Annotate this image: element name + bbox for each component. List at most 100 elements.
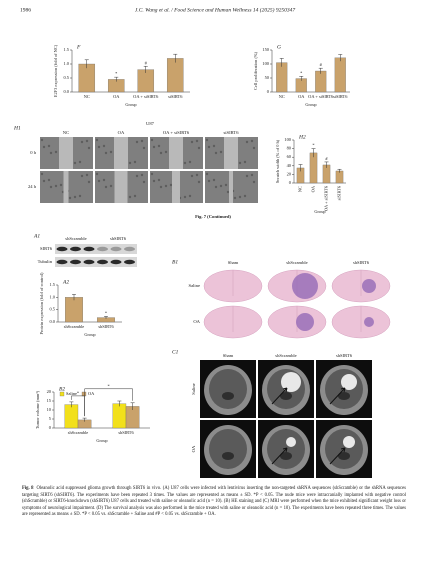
- bar: [335, 170, 344, 184]
- cell-texture: [188, 160, 192, 164]
- column-label: siSIRT6: [223, 130, 239, 135]
- blot-band: [110, 246, 122, 252]
- cell-texture: [157, 144, 161, 148]
- y-axis-label: E2F3 expression (fold of NC): [53, 44, 58, 97]
- cell-texture: [42, 179, 46, 183]
- significance-label: *: [77, 390, 79, 395]
- cell-texture: [252, 146, 256, 150]
- tumor: [296, 313, 314, 331]
- cell-texture: [212, 144, 216, 148]
- scratch-gap: [59, 137, 73, 169]
- significance-label: #: [145, 60, 148, 65]
- cell-texture: [197, 180, 201, 184]
- cell-texture: [183, 195, 187, 199]
- cell-texture: [49, 185, 53, 189]
- cell-texture: [135, 140, 139, 144]
- cell-texture: [157, 178, 161, 182]
- panel-label: G: [277, 44, 281, 50]
- cell-texture: [207, 179, 211, 183]
- x-tick-label: OA + siSIRT6: [324, 185, 329, 211]
- cell-texture: [150, 172, 154, 176]
- cell-texture: [142, 146, 146, 150]
- blot-band: [83, 246, 95, 252]
- column-label: shSIRT6: [110, 236, 127, 241]
- x-tick-label: siSIRT6: [333, 94, 348, 99]
- cell-texture: [80, 140, 84, 144]
- x-tick-label: OA + siSIRT6: [308, 94, 334, 99]
- y-tick-label: 0.0: [64, 89, 70, 94]
- cell-texture: [233, 196, 237, 200]
- cell-texture: [152, 179, 156, 183]
- cell-texture: [152, 145, 156, 149]
- caption-label: Fig. 8: [22, 486, 34, 491]
- column-label: shSIRT6: [353, 260, 370, 265]
- cell-texture: [95, 138, 99, 142]
- row-label: Saline: [189, 283, 200, 288]
- ventricle: [280, 392, 292, 400]
- blot-membrane: [55, 244, 137, 254]
- blot-band: [70, 259, 81, 265]
- y-tick-label: 60: [287, 154, 292, 159]
- significance-label: *: [300, 70, 302, 75]
- cell-texture: [183, 161, 187, 165]
- cell-texture: [195, 139, 199, 143]
- cell-texture: [109, 150, 113, 154]
- cell-texture: [159, 185, 163, 189]
- scratch-gap: [114, 171, 128, 203]
- tumor: [341, 374, 357, 390]
- x-tick-label: shScramble: [64, 324, 85, 329]
- y-tick-label: 5: [49, 416, 52, 421]
- column-label: shScramble: [286, 260, 307, 265]
- x-tick-label: shSIRT6: [118, 430, 134, 435]
- cell-texture: [190, 140, 194, 144]
- row-label: SIRT6: [40, 246, 53, 251]
- y-tick-label: 1.5: [64, 47, 70, 52]
- cell-texture: [80, 174, 84, 178]
- panel-label: B2: [59, 386, 65, 392]
- y-tick-label: 80: [287, 146, 292, 151]
- y-axis-label: Tumor volume (mm³): [35, 390, 40, 429]
- cell-texture: [104, 185, 108, 189]
- cell-texture: [245, 140, 249, 144]
- tumor: [292, 273, 318, 299]
- ventricle: [338, 452, 350, 460]
- cell-texture: [95, 172, 99, 176]
- x-tick-label: shScramble: [68, 430, 89, 435]
- x-tick-label: siSIRT6: [168, 94, 183, 99]
- panel-label: A1: [33, 233, 40, 239]
- cell-texture: [250, 173, 254, 177]
- y-axis-label: Cell proliferation (%): [253, 51, 258, 90]
- cell-texture: [54, 150, 58, 154]
- column-label: Sham: [223, 353, 234, 358]
- y-tick-label: 0.0: [50, 319, 56, 324]
- cell-texture: [47, 144, 51, 148]
- x-tick-label: OA: [311, 185, 316, 192]
- cell-texture: [226, 190, 230, 194]
- y-tick-label: 100: [262, 61, 269, 66]
- x-tick-label: OA: [113, 94, 120, 99]
- brain: [209, 369, 247, 409]
- cell-texture: [140, 173, 144, 177]
- cell-texture: [73, 195, 77, 199]
- tumor: [362, 279, 376, 293]
- tumor: [281, 372, 301, 392]
- caption-text: Oleanolic acid suppressed glioma growth …: [22, 486, 406, 518]
- y-tick-label: 1.5: [50, 282, 56, 287]
- cell-texture: [54, 184, 58, 188]
- figure-caption: Fig. 8 Oleanolic acid suppressed glioma g…: [22, 486, 406, 519]
- cell-texture: [190, 174, 194, 178]
- bar: [166, 58, 184, 93]
- cell-texture: [47, 178, 51, 182]
- y-tick-label: 0.5: [64, 75, 70, 80]
- arrow: [271, 387, 288, 405]
- x-tick-label: OA + siSIRT6: [133, 94, 159, 99]
- y-tick-label: 100: [284, 137, 291, 142]
- cell-texture: [104, 151, 108, 155]
- ventricle: [222, 452, 234, 460]
- panel-label: F: [76, 44, 81, 50]
- row-label: Tubulin: [38, 259, 53, 264]
- cell-texture: [243, 194, 247, 198]
- x-axis-label: Group: [125, 102, 137, 107]
- cell-texture: [207, 145, 211, 149]
